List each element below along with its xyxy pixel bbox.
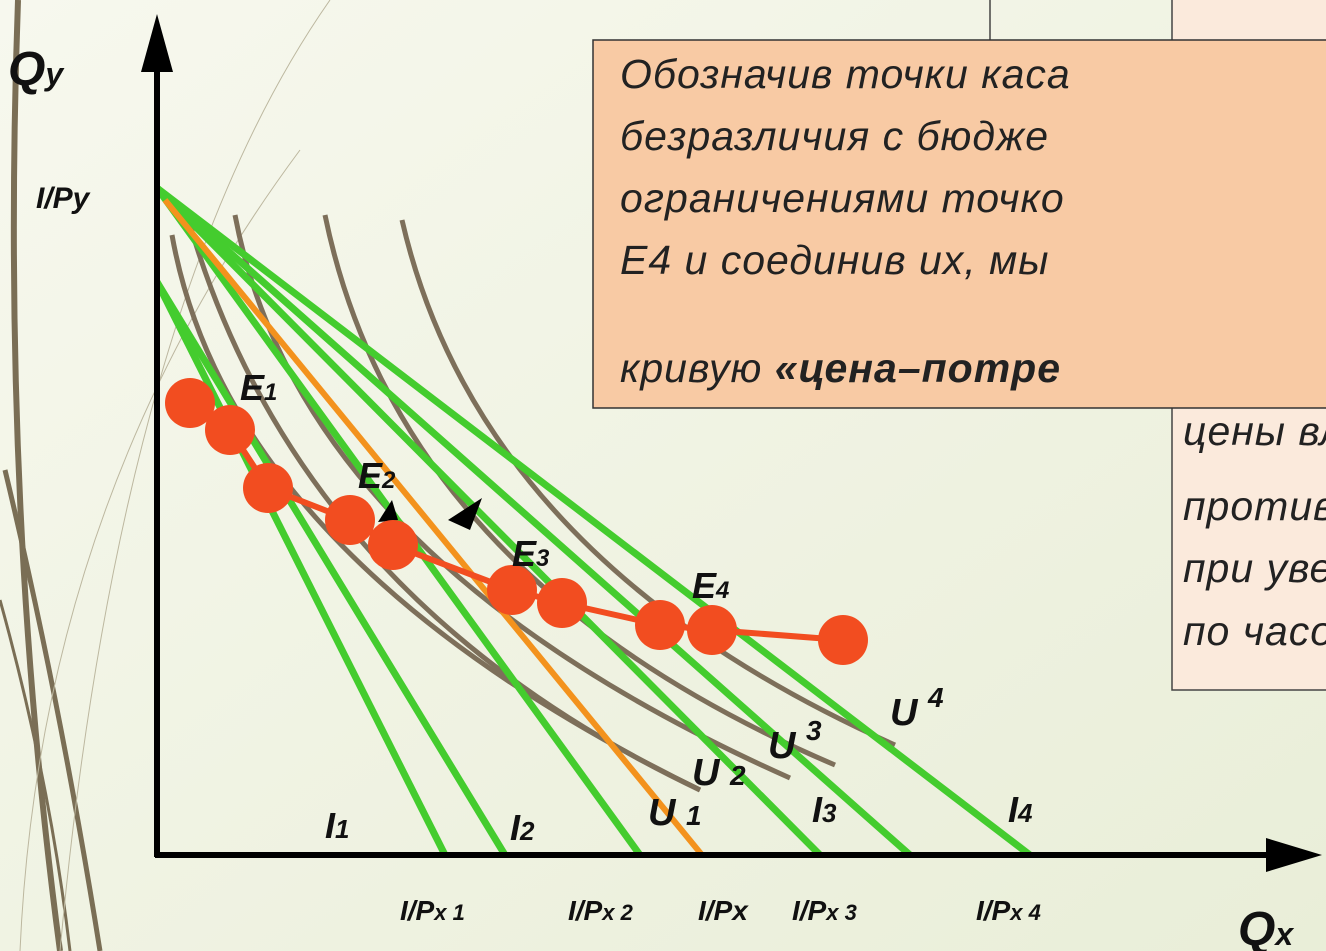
- label-main: I: [510, 807, 521, 848]
- label-main: I/P: [400, 895, 435, 926]
- label-sub: x 2: [601, 900, 633, 925]
- label-sub: 1: [335, 814, 349, 844]
- front-box: [592, 39, 1326, 409]
- price-consumption-curve: [188, 400, 844, 643]
- label-sub: x: [1273, 916, 1294, 951]
- back-text: по часово: [1183, 608, 1326, 654]
- y-arrow: [141, 14, 173, 72]
- label-main: Q: [8, 43, 45, 96]
- curve-label: 1: [686, 800, 702, 831]
- x-intercept-label: I/Px 1: [400, 895, 465, 926]
- text-bold: «цена–потре: [775, 345, 1061, 391]
- label-main: E: [240, 367, 265, 408]
- y-intercept-label: I/Py: [36, 182, 91, 215]
- curve-label: 4: [927, 682, 944, 713]
- label-main: Q: [1238, 903, 1275, 951]
- x-intercept-label: I/Px 4: [976, 895, 1041, 926]
- label-sub: y: [43, 56, 65, 92]
- label-sub: 2: [381, 467, 396, 494]
- front-text: Обозначив точки каса: [620, 51, 1071, 97]
- curve-label: 2: [729, 760, 746, 791]
- budget-line-label: I1: [325, 805, 349, 846]
- y-axis-label: Qy: [8, 43, 65, 96]
- front-text: кривую «цена–потре: [620, 345, 1061, 391]
- back-text: против час: [1183, 483, 1326, 529]
- label-main: I: [1008, 789, 1019, 830]
- front-text: ограничениями точко: [620, 175, 1065, 221]
- label-main: I/Px: [698, 895, 749, 926]
- x-intercept-label: I/Px: [698, 895, 749, 926]
- back-text: при увели: [1183, 545, 1326, 591]
- label-sub: 1: [264, 379, 277, 406]
- label-main: E: [358, 455, 383, 496]
- front-text: Е4 и соединив их, мы: [620, 237, 1049, 283]
- label-main: E: [692, 565, 717, 606]
- front-text: безразличия с бюдже: [620, 113, 1049, 159]
- text-normal: кривую: [620, 345, 775, 391]
- curve-label: 3: [806, 715, 822, 746]
- points: [165, 378, 868, 665]
- point-label: E1: [240, 367, 277, 408]
- label-main: E: [512, 533, 537, 574]
- curve-label: U: [768, 725, 797, 767]
- curve-label: U: [692, 752, 721, 794]
- label-sub: x 4: [1009, 900, 1041, 925]
- x-intercept-label: I/Px 2: [568, 895, 634, 926]
- curve-label: U: [890, 692, 919, 734]
- x-arrow: [1266, 838, 1322, 872]
- arrow: [448, 498, 482, 530]
- label-sub: 3: [536, 545, 550, 572]
- point-label: E4: [692, 565, 729, 606]
- budget-line-label: I4: [1008, 789, 1033, 830]
- x-axis-label: Qx: [1238, 903, 1294, 951]
- decoration: [0, 0, 331, 951]
- label-main: I: [325, 805, 336, 846]
- label-sub: x 3: [825, 900, 857, 925]
- x-intercept-label: I/Px 3: [792, 895, 857, 926]
- label-main: I: [812, 789, 823, 830]
- budget-line-orange: [162, 198, 705, 857]
- label-sub: 4: [1017, 798, 1033, 828]
- arrow: [378, 500, 398, 522]
- budget-line-label: I2: [510, 807, 535, 848]
- point-label: E2: [358, 455, 396, 496]
- label-main: I/P: [568, 895, 603, 926]
- back-text: цены вл п: [1183, 408, 1326, 454]
- label-main: I/P: [792, 895, 827, 926]
- label-sub: 3: [822, 798, 837, 828]
- label-sub: x 1: [433, 900, 465, 925]
- label-sub: 4: [715, 577, 729, 604]
- point-label: E3: [512, 533, 550, 574]
- label-main: I/P: [976, 895, 1011, 926]
- curve-label: U: [648, 792, 677, 834]
- budget-line-label: I3: [812, 789, 837, 830]
- label-sub: 2: [519, 816, 535, 846]
